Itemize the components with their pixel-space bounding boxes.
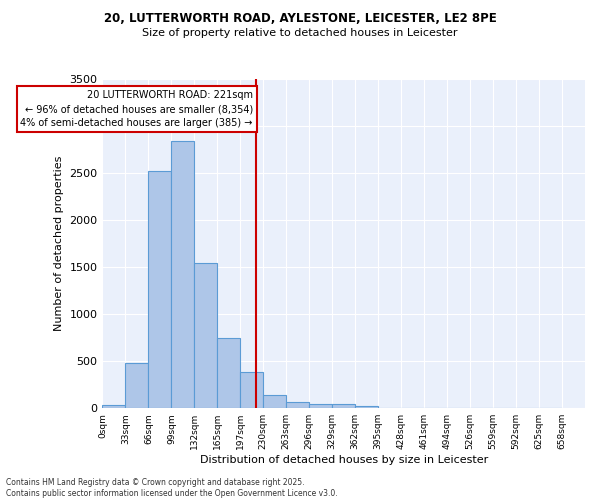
Bar — [172, 141, 194, 408]
Text: 20, LUTTERWORTH ROAD, AYLESTONE, LEICESTER, LE2 8PE: 20, LUTTERWORTH ROAD, AYLESTONE, LEICEST… — [104, 12, 496, 26]
Bar — [241, 372, 263, 408]
X-axis label: Distribution of detached houses by size in Leicester: Distribution of detached houses by size … — [200, 455, 488, 465]
Bar — [125, 363, 148, 408]
Bar — [286, 402, 309, 408]
Text: Size of property relative to detached houses in Leicester: Size of property relative to detached ho… — [142, 28, 458, 38]
Bar — [217, 338, 241, 408]
Text: 20 LUTTERWORTH ROAD: 221sqm
← 96% of detached houses are smaller (8,354)
4% of s: 20 LUTTERWORTH ROAD: 221sqm ← 96% of det… — [20, 90, 253, 128]
Bar — [263, 395, 286, 408]
Bar — [309, 404, 332, 408]
Bar — [332, 404, 355, 408]
Bar — [103, 406, 125, 408]
Text: Contains HM Land Registry data © Crown copyright and database right 2025.
Contai: Contains HM Land Registry data © Crown c… — [6, 478, 338, 498]
Bar — [355, 406, 378, 408]
Bar — [148, 171, 172, 408]
Bar — [194, 264, 217, 408]
Y-axis label: Number of detached properties: Number of detached properties — [54, 156, 64, 332]
